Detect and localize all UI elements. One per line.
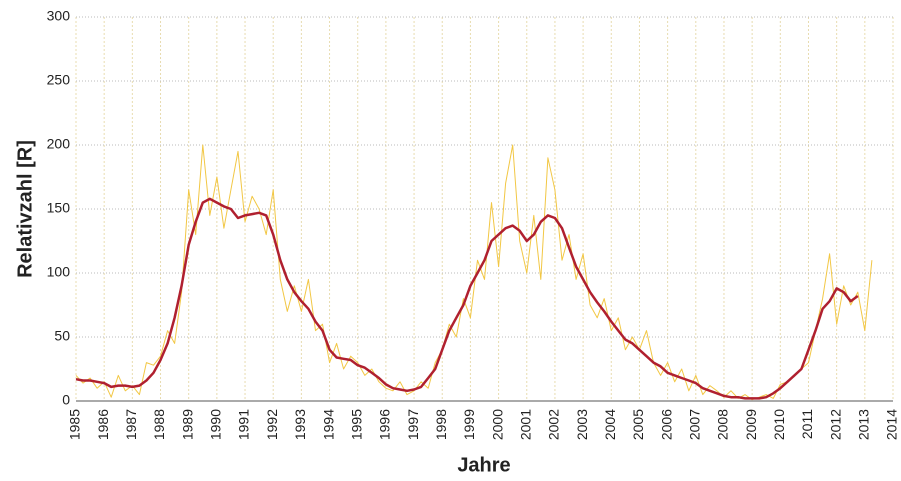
x-tick-label: 1996: [377, 409, 393, 440]
x-tick-label: 1991: [236, 409, 252, 440]
y-axis-label: Relativzahl [R]: [14, 140, 36, 278]
x-tick-label: 1987: [123, 409, 139, 440]
y-tick-label: 50: [54, 328, 70, 344]
x-tick-label: 2004: [602, 409, 618, 440]
x-tick-label: 2005: [630, 409, 646, 440]
x-tick-label: 1994: [320, 409, 336, 440]
x-tick-label: 1998: [433, 409, 449, 440]
x-tick-label: 2000: [489, 409, 505, 440]
x-tick-label: 2008: [715, 409, 731, 440]
x-tick-label: 2011: [799, 409, 815, 439]
x-tick-label: 2014: [884, 409, 900, 440]
x-tick-label: 2003: [574, 409, 590, 440]
x-tick-label: 1995: [348, 409, 364, 440]
x-tick-label: 2002: [546, 409, 562, 440]
series-line: [75, 197, 859, 400]
y-tick-label: 150: [47, 200, 71, 216]
y-tick-label: 200: [47, 136, 71, 152]
x-tick-label: 1985: [67, 409, 83, 440]
x-tick-label: 1993: [292, 409, 308, 440]
x-tick-label: 1986: [95, 409, 111, 440]
x-tick-label: 1997: [405, 409, 421, 440]
x-tick-label: 2007: [686, 409, 702, 440]
y-tick-label: 0: [62, 392, 70, 408]
x-tick-label: 1999: [461, 409, 477, 440]
x-tick-label: 2009: [743, 409, 759, 440]
x-tick-label: 2012: [827, 409, 843, 440]
x-tick-label: 1989: [179, 409, 195, 440]
x-tick-label: 2001: [517, 409, 533, 440]
y-tick-label: 100: [47, 264, 71, 280]
x-tick-label: 2013: [856, 409, 872, 440]
x-axis-label: Jahre: [457, 454, 510, 476]
x-tick-label: 2010: [771, 409, 787, 440]
x-tick-label: 1992: [264, 409, 280, 440]
y-tick-label: 250: [47, 72, 71, 88]
y-tick-label: 300: [47, 8, 71, 24]
x-tick-label: 2006: [658, 409, 674, 440]
x-tick-label: 1990: [208, 409, 224, 440]
x-tick-label: 1988: [151, 409, 167, 440]
